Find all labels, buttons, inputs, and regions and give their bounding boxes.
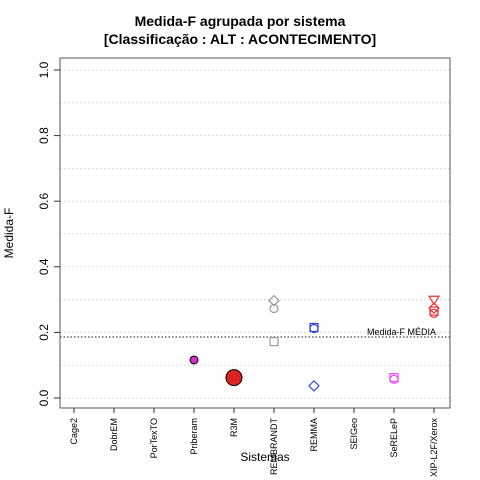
x-tick-label: R3M bbox=[229, 418, 239, 437]
data-point bbox=[308, 380, 320, 392]
y-tick-label: 0.0 bbox=[37, 389, 51, 406]
x-tick-label: PorTexTO bbox=[149, 418, 159, 458]
x-tick-label: XIP-L2F/Xerox bbox=[429, 418, 439, 478]
x-tick-label: DobrEM bbox=[109, 418, 119, 451]
x-tick-label: SEIGeo bbox=[349, 418, 359, 450]
y-tick-label: 0.6 bbox=[37, 193, 51, 210]
x-axis-title: Sistemas bbox=[240, 450, 289, 464]
data-point bbox=[268, 294, 280, 307]
x-tick-label: Cage2 bbox=[69, 418, 79, 445]
y-tick-label: 0.4 bbox=[37, 258, 51, 275]
grid-lines bbox=[60, 69, 450, 399]
data-point bbox=[429, 306, 439, 316]
x-tick-label: REMMA bbox=[309, 418, 319, 452]
data-point bbox=[189, 355, 199, 365]
data-point bbox=[429, 308, 439, 318]
axes bbox=[54, 57, 451, 413]
axis-labels: 0.0 0.2 0.4 0.6 0.8 1.0 Medida-F Cage2 DobrEM Por… bbox=[2, 61, 439, 477]
data-point bbox=[309, 323, 319, 334]
mean-reference-label: Medida-F MÉDIA bbox=[367, 327, 436, 337]
y-tick-label: 1.0 bbox=[37, 61, 51, 78]
data-point bbox=[389, 374, 399, 384]
y-axis-title: Medida-F bbox=[2, 208, 16, 259]
x-tick-label: Priberam bbox=[189, 418, 199, 455]
y-tick-label: 0.2 bbox=[37, 324, 51, 341]
plot-frame bbox=[59, 57, 451, 409]
chart-subtitle: [Classificação : ALT : ACONTECIMENTO] bbox=[103, 31, 377, 47]
chart-title: Medida-F agrupada por sistema bbox=[134, 13, 346, 29]
data-point bbox=[427, 295, 441, 306]
y-tick-label: 0.8 bbox=[37, 127, 51, 144]
x-tick-label: SeRELeP bbox=[389, 418, 399, 458]
x-tick-label: REMBRANDT bbox=[269, 418, 279, 476]
data-point bbox=[269, 336, 279, 347]
data-point bbox=[428, 302, 440, 314]
data-points bbox=[60, 294, 450, 392]
data-point bbox=[225, 369, 243, 387]
data-point bbox=[269, 303, 279, 314]
